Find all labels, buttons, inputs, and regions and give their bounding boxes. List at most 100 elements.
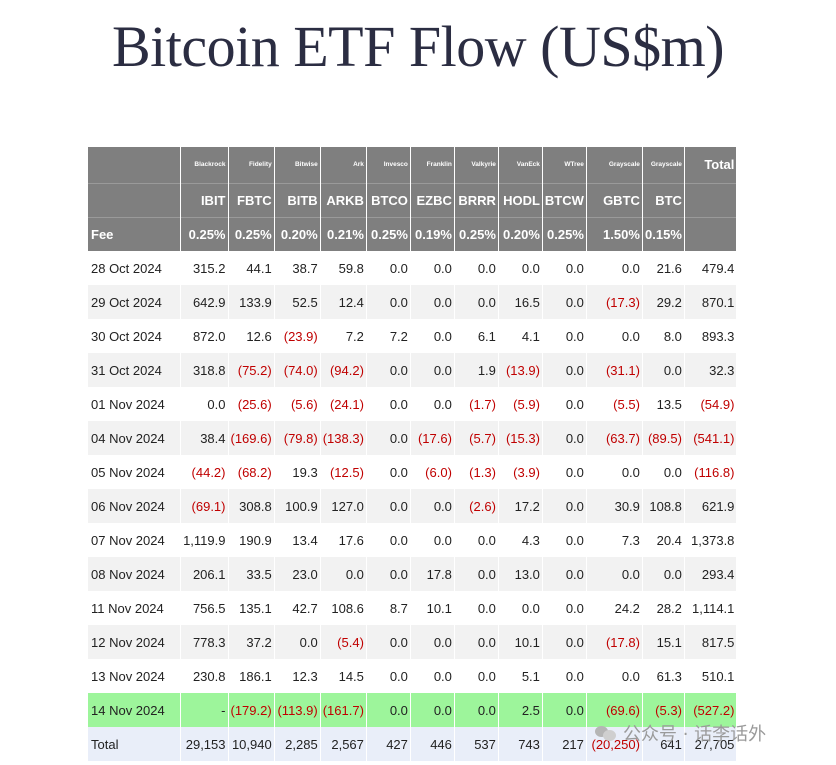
table-row: 31 Oct 2024 318.8 (75.2) (74.0) (94.2) 0.0 0.0… <box>88 353 737 387</box>
flow-cell: 0.0 <box>585 455 643 489</box>
flow-cell: 0.0 <box>409 489 455 523</box>
row-total-cell: 1,114.1 <box>683 591 737 625</box>
flow-cell: 0.0 <box>365 387 411 421</box>
flow-cell: 5.1 <box>497 659 543 693</box>
flow-cell: 0.0 <box>365 353 411 387</box>
flow-cell: (23.9) <box>273 319 321 353</box>
flow-cell: 778.3 <box>179 625 228 659</box>
date-cell: 05 Nov 2024 <box>88 455 180 489</box>
flow-cell: 30.9 <box>585 489 643 523</box>
flow-cell: (169.6) <box>227 421 275 455</box>
flow-cell: 13.0 <box>497 557 543 591</box>
total-cell: 217 <box>541 727 587 761</box>
date-cell: 04 Nov 2024 <box>88 421 180 455</box>
total-row: Total 29,153 10,940 2,285 2,567 427 446 537 743 2… <box>88 727 737 761</box>
flow-cell: 0.0 <box>541 489 587 523</box>
flow-cell: 0.0 <box>453 693 499 727</box>
flow-cell: (17.8) <box>585 625 643 659</box>
flow-cell: 21.6 <box>641 251 685 285</box>
flow-cell: (138.3) <box>319 421 367 455</box>
flow-cell: (1.7) <box>453 387 499 421</box>
flow-cell: (2.6) <box>453 489 499 523</box>
flow-cell: 2.5 <box>497 693 543 727</box>
date-cell: 06 Nov 2024 <box>88 489 180 523</box>
table-row: 28 Oct 2024 315.2 44.1 38.7 59.8 0.0 0.0 0.0 0.0… <box>88 251 737 285</box>
flow-cell: 38.4 <box>179 421 228 455</box>
flow-cell: 0.0 <box>541 285 587 319</box>
flow-cell: 0.0 <box>453 557 499 591</box>
flow-cell: 0.0 <box>453 625 499 659</box>
flow-cell: (69.1) <box>179 489 228 523</box>
flow-cell: 0.0 <box>409 523 455 557</box>
flow-cell: 756.5 <box>179 591 228 625</box>
ticker-header: BRRR <box>453 182 499 217</box>
flow-cell: (6.0) <box>409 455 455 489</box>
flow-cell: (1.3) <box>453 455 499 489</box>
flow-cell: (63.7) <box>585 421 643 455</box>
row-total-cell: 32.3 <box>683 353 737 387</box>
flow-cell: 0.0 <box>541 659 587 693</box>
flow-cell: 17.2 <box>497 489 543 523</box>
flow-cell: 0.0 <box>541 625 587 659</box>
date-cell: 31 Oct 2024 <box>88 353 180 387</box>
flow-cell: 0.0 <box>453 591 499 625</box>
flow-cell: 37.2 <box>227 625 275 659</box>
fee-cell: 0.15% <box>641 216 685 251</box>
row-total-cell: 893.3 <box>683 319 737 353</box>
flow-cell: 0.0 <box>453 251 499 285</box>
row-total-cell: 621.9 <box>683 489 737 523</box>
flow-cell: 13.4 <box>273 523 321 557</box>
flow-cell: 20.4 <box>641 523 685 557</box>
header-fee-row: Fee 0.25% 0.25% 0.20% 0.21% 0.25% 0.19% 0.25% 0.… <box>88 216 737 251</box>
flow-cell: (12.5) <box>319 455 367 489</box>
date-cell: 29 Oct 2024 <box>88 285 180 319</box>
flow-cell: 7.3 <box>585 523 643 557</box>
total-cell: 10,940 <box>227 727 275 761</box>
table-row: 12 Nov 2024 778.3 37.2 0.0 (5.4) 0.0 0.0 0.0 10.… <box>88 625 737 659</box>
flow-cell: (13.9) <box>497 353 543 387</box>
flow-cell: 0.0 <box>497 251 543 285</box>
total-cell: 537 <box>453 727 499 761</box>
flow-cell: 127.0 <box>319 489 367 523</box>
flow-cell: (74.0) <box>273 353 321 387</box>
fee-cell: 0.25% <box>227 216 275 251</box>
flow-cell: 315.2 <box>179 251 228 285</box>
flow-cell: 4.3 <box>497 523 543 557</box>
fee-cell: 1.50% <box>585 216 643 251</box>
flow-cell: 10.1 <box>497 625 543 659</box>
row-total-cell: 479.4 <box>683 251 737 285</box>
page-title: Bitcoin ETF Flow (US$m) <box>111 14 725 79</box>
date-cell: 28 Oct 2024 <box>88 251 180 285</box>
ticker-header: BTCW <box>541 182 587 217</box>
flow-cell: 0.0 <box>541 455 587 489</box>
flow-cell: 12.6 <box>227 319 275 353</box>
table-row: 08 Nov 2024 206.1 33.5 23.0 0.0 0.0 17.8 0.0 13.… <box>88 557 737 591</box>
fee-cell: 0.21% <box>319 216 367 251</box>
flow-cell: 0.0 <box>319 557 367 591</box>
flow-cell: (3.9) <box>497 455 543 489</box>
flow-cell: 15.1 <box>641 625 685 659</box>
flow-cell: (79.8) <box>273 421 321 455</box>
issuer-header: Grayscale <box>585 147 643 183</box>
flow-cell: 0.0 <box>365 421 411 455</box>
flow-cell: 100.9 <box>273 489 321 523</box>
issuer-header: Invesco <box>365 147 411 183</box>
fee-cell: 0.20% <box>273 216 321 251</box>
header-ticker-row: IBIT FBTC BITB ARKB BTCO EZBC BRRR HODL BTCW GBTC… <box>88 182 737 217</box>
total-cell: 27,705 <box>683 727 737 761</box>
flow-cell: 1.9 <box>453 353 499 387</box>
flow-cell: (5.9) <box>497 387 543 421</box>
ticker-header: GBTC <box>585 182 643 217</box>
flow-cell: 318.8 <box>179 353 228 387</box>
flow-cell: 42.7 <box>273 591 321 625</box>
row-total-cell: 870.1 <box>683 285 737 319</box>
date-cell: 01 Nov 2024 <box>88 387 180 421</box>
total-cell: 2,285 <box>273 727 321 761</box>
date-cell: 12 Nov 2024 <box>88 625 180 659</box>
flow-cell: 44.1 <box>227 251 275 285</box>
total-cell: 446 <box>409 727 455 761</box>
etf-flow-table: Blackrock Fidelity Bitwise Ark Invesco Frankl… <box>88 147 737 761</box>
flow-cell: 0.0 <box>453 523 499 557</box>
flow-cell: 0.0 <box>409 251 455 285</box>
issuer-header: WTree <box>541 147 587 183</box>
